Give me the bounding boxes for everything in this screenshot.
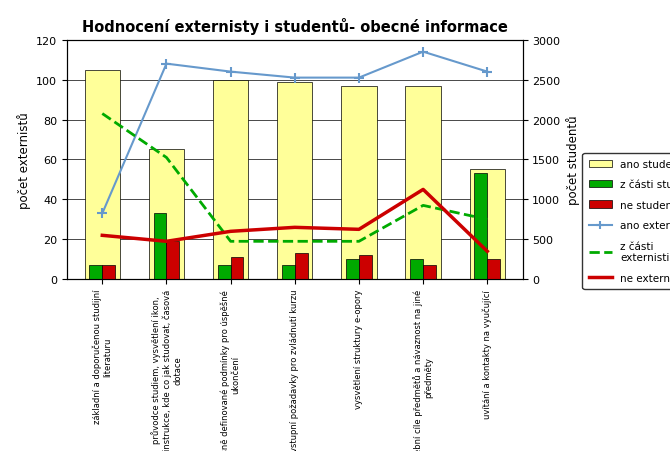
Y-axis label: počet externistů: počet externistů xyxy=(17,112,31,208)
Bar xyxy=(213,80,249,280)
Bar xyxy=(423,266,436,280)
Bar xyxy=(218,266,230,280)
Bar xyxy=(230,258,243,280)
Bar xyxy=(84,70,120,280)
Bar xyxy=(487,260,500,280)
Bar xyxy=(470,170,505,280)
Bar xyxy=(149,150,184,280)
Bar xyxy=(166,242,180,280)
Bar xyxy=(90,266,103,280)
Bar xyxy=(103,266,115,280)
Bar xyxy=(295,254,308,280)
Bar xyxy=(341,87,377,280)
Bar xyxy=(474,174,487,280)
Bar xyxy=(359,256,372,280)
Bar xyxy=(153,214,166,280)
Bar xyxy=(277,83,312,280)
Title: Hodnocení externisty i studentů- obecné informace: Hodnocení externisty i studentů- obecné … xyxy=(82,18,508,35)
Bar xyxy=(346,260,359,280)
Legend: ano studenti, z části studenti, ne studenti, ano externisti, z části
externisti,: ano studenti, z části studenti, ne stude… xyxy=(582,153,670,289)
Bar xyxy=(282,266,295,280)
Bar xyxy=(410,260,423,280)
Bar xyxy=(405,87,441,280)
Y-axis label: počet studentů: počet studentů xyxy=(566,115,580,205)
